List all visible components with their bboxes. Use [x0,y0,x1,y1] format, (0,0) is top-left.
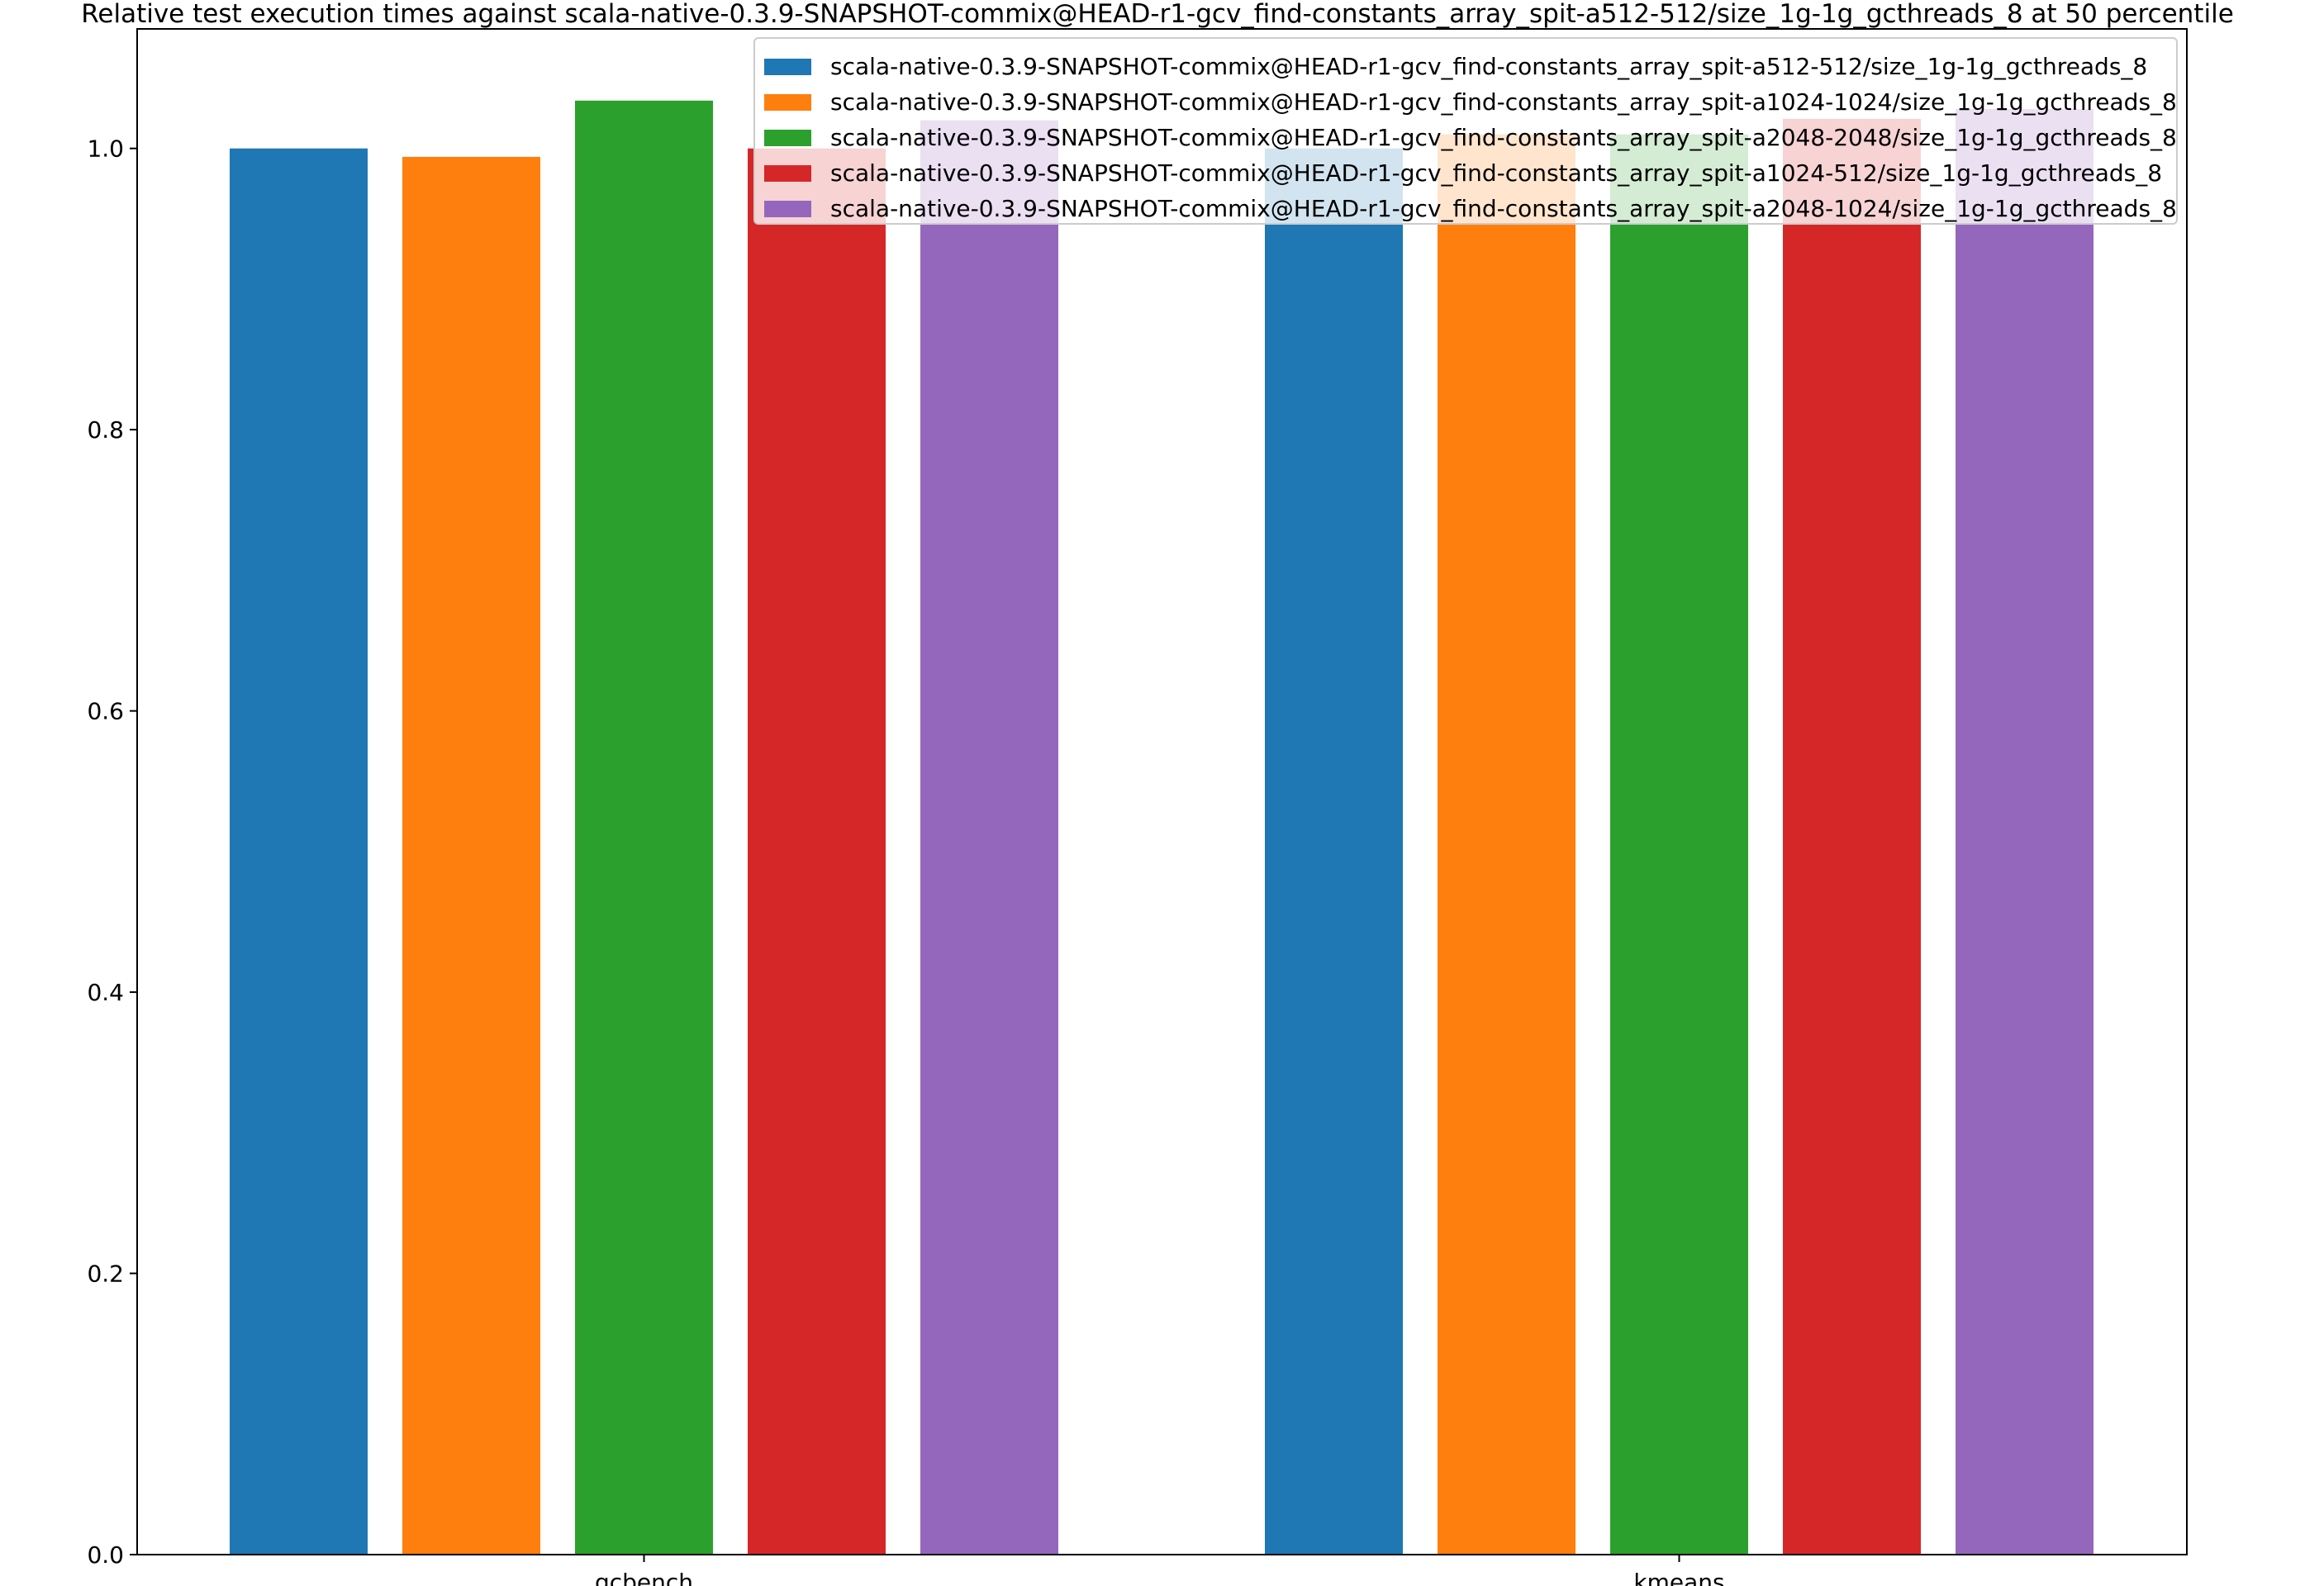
bar-gcbench-series-3 [575,100,713,1555]
legend-label-5: scala-native-0.3.9-SNAPSHOT-commix@HEAD-… [830,195,2177,222]
legend: scala-native-0.3.9-SNAPSHOT-commix@HEAD-… [753,37,2178,225]
bar-kmeans-series-5 [1956,109,2094,1555]
y-tick-label: 0.8 [87,416,124,444]
y-tick-label: 0.4 [87,979,124,1006]
x-tick-label: gcbench [595,1569,693,1586]
y-tick-label: 0.0 [87,1541,124,1569]
legend-label-3: scala-native-0.3.9-SNAPSHOT-commix@HEAD-… [830,124,2177,151]
bar-kmeans-series-2 [1438,134,1575,1555]
y-tick-label: 1.0 [87,135,124,163]
bars-layer [230,100,2094,1555]
plot-frame [136,28,2188,1555]
legend-label-1: scala-native-0.3.9-SNAPSHOT-commix@HEAD-… [830,53,2147,80]
legend-swatch-4 [764,165,811,182]
y-tick-label: 0.6 [87,698,124,725]
bar-kmeans-series-3 [1610,134,1748,1555]
y-tick-label: 0.2 [87,1261,124,1288]
legend-label-2: scala-native-0.3.9-SNAPSHOT-commix@HEAD-… [830,88,2177,116]
bar-gcbench-series-5 [920,120,1058,1555]
bar-kmeans-series-1 [1265,148,1403,1555]
legend-swatch-3 [764,130,811,146]
legend-swatch-2 [764,94,811,111]
legend-swatch-1 [764,59,811,75]
axes-layer: 0.0 0.2 0.4 0.6 0.8 1.0 gcbench kmeans [87,28,2188,1586]
legend-box [753,37,2178,225]
bar-gcbench-series-2 [402,156,540,1555]
bar-gcbench-series-1 [230,148,368,1555]
legend-swatch-5 [764,201,811,217]
bar-kmeans-series-4 [1783,118,1921,1555]
x-tick-label: kmeans [1633,1569,1724,1586]
bar-gcbench-series-4 [748,148,886,1555]
legend-label-4: scala-native-0.3.9-SNAPSHOT-commix@HEAD-… [830,159,2162,187]
chart-title: Relative test execution times against sc… [81,0,2234,29]
